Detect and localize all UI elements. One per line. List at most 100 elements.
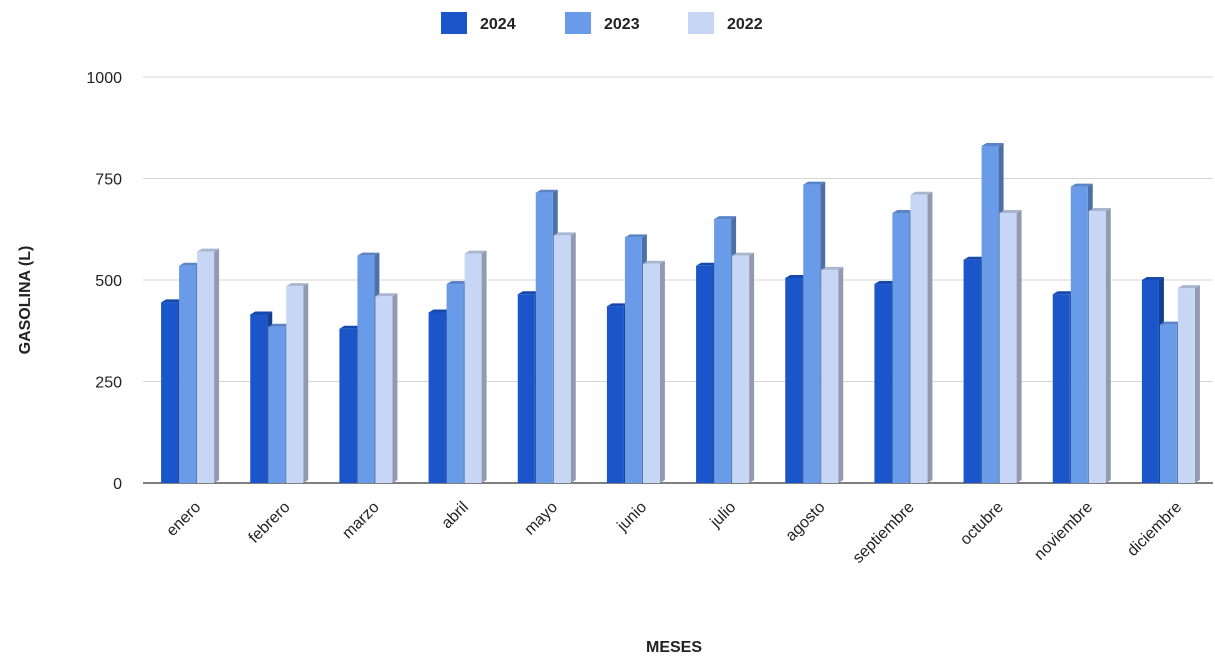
x-axis: enero febrero marzo abril mayo junio julio agos… xyxy=(163,499,1185,567)
legend-item-2023: 2023 xyxy=(565,12,640,34)
bar-side xyxy=(749,252,755,483)
y-tick-label: 1000 xyxy=(86,70,122,87)
legend-label: 2022 xyxy=(727,16,763,33)
bar-front xyxy=(999,213,1017,483)
x-tick-label: marzo xyxy=(339,499,383,543)
bar-side xyxy=(481,250,487,483)
bar-top xyxy=(714,216,737,220)
bar-top xyxy=(910,191,933,195)
bar-front xyxy=(910,194,928,484)
bar-top xyxy=(179,262,202,266)
bar-front xyxy=(1141,280,1159,483)
bar-front xyxy=(732,255,750,483)
legend-label: 2023 xyxy=(604,16,640,33)
bar-front xyxy=(517,294,535,483)
bar-front xyxy=(553,235,571,483)
bars xyxy=(161,143,1200,484)
bar-top xyxy=(606,303,629,307)
legend-item-2024: 2024 xyxy=(441,12,516,34)
x-tick-label: noviembre xyxy=(1031,499,1096,564)
bar-top xyxy=(874,281,897,285)
bar-top xyxy=(446,281,469,285)
bar-front xyxy=(963,259,981,483)
bar-top xyxy=(1177,285,1200,289)
bar-top xyxy=(892,210,915,214)
x-tick-label: febrero xyxy=(246,499,294,547)
bar-front xyxy=(642,263,660,483)
bar-2022-octubre xyxy=(999,210,1022,483)
bar-front xyxy=(696,265,714,483)
bar-2022-marzo xyxy=(375,293,398,483)
bar-top xyxy=(696,262,719,266)
legend-label: 2024 xyxy=(480,16,516,33)
bar-front xyxy=(785,277,803,483)
legend-item-2022: 2022 xyxy=(688,12,763,34)
bar-top xyxy=(999,210,1022,214)
bar-front xyxy=(339,328,357,483)
bar-2022-mayo xyxy=(553,232,576,483)
bar-top xyxy=(161,299,184,303)
gridlines xyxy=(143,76,1213,484)
bar-front xyxy=(624,237,642,483)
bar-front xyxy=(286,286,304,483)
bar-top xyxy=(624,234,647,238)
bar-top xyxy=(535,189,558,193)
bar-front xyxy=(874,284,892,483)
bar-top xyxy=(339,325,362,329)
bar-top xyxy=(553,232,576,236)
bar-front xyxy=(1052,294,1070,483)
bar-side xyxy=(659,260,665,483)
bar-top xyxy=(732,252,755,256)
x-tick-label: mayo xyxy=(521,499,561,539)
y-axis-title: GASOLINA (L) xyxy=(17,246,34,355)
bar-side xyxy=(1194,285,1200,483)
bar-front xyxy=(1159,324,1177,483)
bar-front xyxy=(428,312,446,483)
bar-2022-noviembre xyxy=(1088,207,1111,484)
bar-top xyxy=(821,266,844,270)
bar-top xyxy=(197,248,220,252)
bar-front xyxy=(357,255,375,483)
bar-top xyxy=(642,260,665,264)
bar-front xyxy=(535,192,553,483)
bar-2022-febrero xyxy=(286,283,309,483)
x-tick-label: junio xyxy=(614,499,651,536)
x-axis-title: MESES xyxy=(646,639,702,656)
bar-top xyxy=(268,323,291,327)
bar-top xyxy=(803,181,826,185)
bar-front xyxy=(375,296,393,483)
legend: 2024 2023 2022 xyxy=(441,12,763,34)
bar-side xyxy=(214,248,220,483)
bar-front xyxy=(464,253,482,483)
x-tick-label: agosto xyxy=(783,499,829,545)
bar-2022-junio xyxy=(642,260,665,483)
bar-top xyxy=(1159,321,1182,325)
bar-top xyxy=(785,274,808,278)
legend-swatch xyxy=(688,12,714,34)
x-tick-label: julio xyxy=(707,499,740,532)
bar-front xyxy=(1177,288,1195,483)
x-tick-label: septiembre xyxy=(850,499,918,567)
bar-front xyxy=(179,265,197,483)
bar-side xyxy=(838,266,844,483)
bar-top xyxy=(1052,291,1075,295)
bar-side xyxy=(1105,207,1111,484)
bar-top xyxy=(1141,277,1164,280)
bar-front xyxy=(803,184,821,483)
bar-top xyxy=(1070,183,1093,187)
bar-top xyxy=(517,291,540,295)
legend-swatch xyxy=(565,12,591,34)
bar-front xyxy=(197,251,215,483)
bar-top xyxy=(428,309,451,313)
bar-front xyxy=(250,314,268,483)
y-tick-label: 250 xyxy=(95,375,122,392)
x-tick-label: enero xyxy=(163,499,204,540)
y-tick-label: 0 xyxy=(113,476,122,493)
legend-swatch xyxy=(441,12,467,34)
y-tick-label: 750 xyxy=(95,172,122,189)
bar-front xyxy=(268,326,286,483)
bar-top xyxy=(357,252,380,256)
bar-side xyxy=(570,232,576,483)
bar-top xyxy=(963,256,986,260)
